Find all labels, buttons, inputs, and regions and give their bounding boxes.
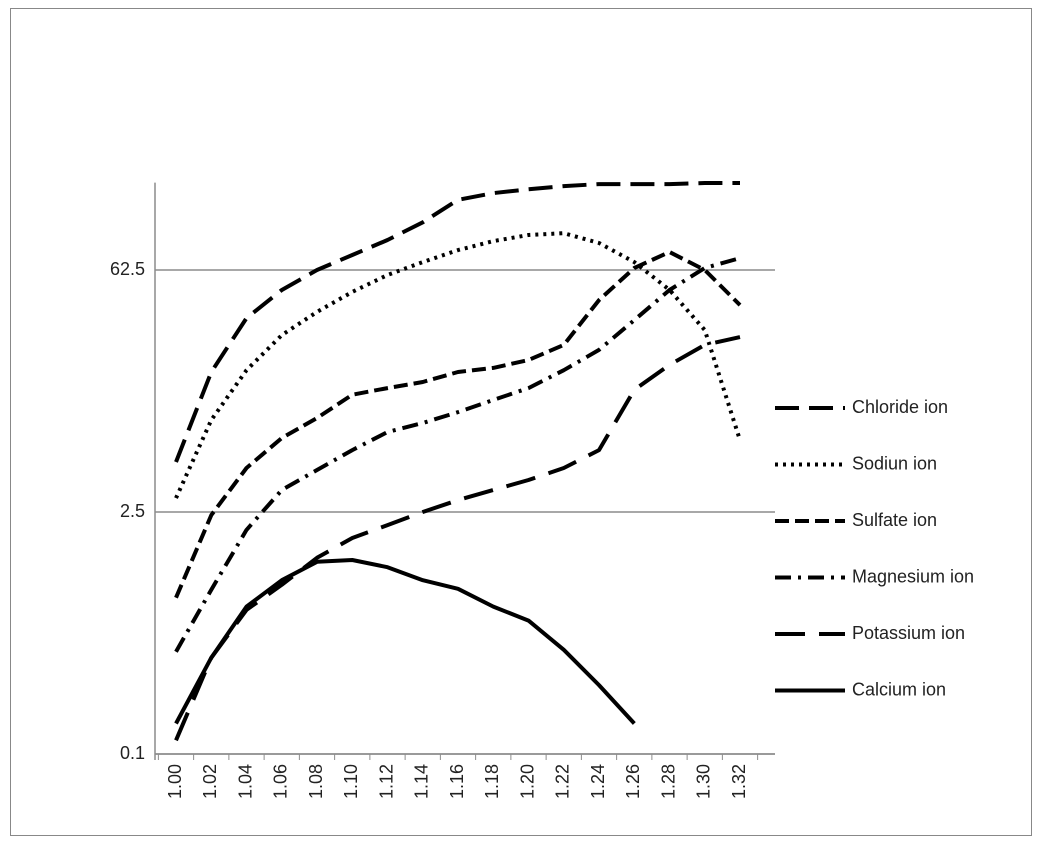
- x-tick-label: 1.12: [376, 764, 396, 799]
- x-tick-label: 1.18: [482, 764, 502, 799]
- x-tick-label: 1.32: [729, 764, 749, 799]
- x-tick-label: 1.06: [271, 764, 291, 799]
- x-tick-label: 1.00: [165, 764, 185, 799]
- legend-label: Chloride ion: [852, 397, 948, 417]
- x-tick-label: 1.28: [658, 764, 678, 799]
- x-tick-label: 1.14: [412, 764, 432, 799]
- y-tick-label: 2.5: [120, 501, 145, 521]
- legend-label: Calcium ion: [852, 679, 946, 699]
- x-tick-label: 1.08: [306, 764, 326, 799]
- legend-label: Sulfate ion: [852, 510, 937, 530]
- x-tick-label: 1.16: [447, 764, 467, 799]
- series-line: [174, 250, 742, 599]
- x-tick-label: 1.22: [553, 764, 573, 799]
- x-tick-label: 1.20: [517, 764, 537, 799]
- x-tick-label: 1.02: [200, 764, 220, 799]
- legend-label: Potassium ion: [852, 623, 965, 643]
- x-tick-label: 1.10: [341, 764, 361, 799]
- series-line: [174, 558, 636, 725]
- y-tick-label: 0.1: [120, 743, 145, 763]
- series-line: [174, 335, 741, 742]
- chart-border: [10, 8, 1032, 836]
- x-tick-label: 1.30: [694, 764, 714, 799]
- x-tick-label: 1.24: [588, 764, 608, 799]
- legend-label: Sodiun ion: [852, 453, 937, 473]
- legend-label: Magnesium ion: [852, 566, 974, 586]
- x-tick-label: 1.26: [623, 764, 643, 799]
- series-line: [174, 181, 740, 463]
- series-line: [174, 256, 741, 653]
- x-tick-label: 1.04: [235, 764, 255, 799]
- series-line: [174, 231, 742, 499]
- y-tick-label: 62.5: [110, 259, 145, 279]
